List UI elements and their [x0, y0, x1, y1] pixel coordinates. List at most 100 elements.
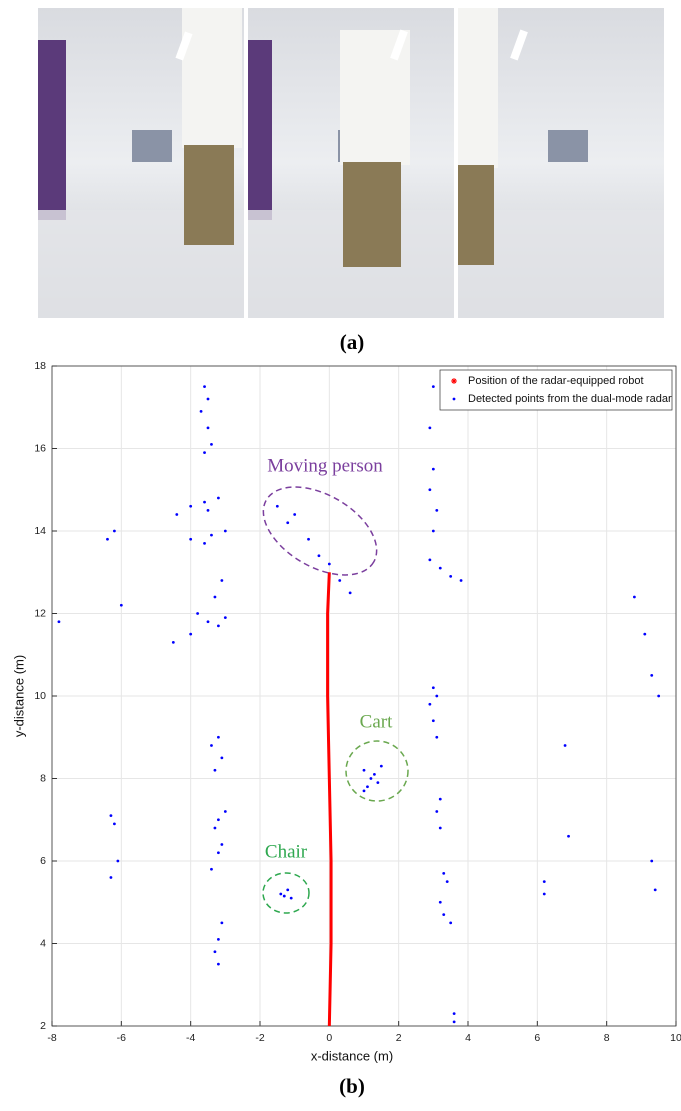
- legend-marker: [452, 397, 456, 401]
- data-point: [373, 772, 376, 776]
- x-tick-label: 4: [465, 1032, 471, 1044]
- data-point: [428, 426, 432, 430]
- data-point: [275, 504, 279, 508]
- y-tick-label: 10: [34, 690, 46, 702]
- data-point: [217, 818, 220, 822]
- data-point: [369, 777, 373, 780]
- data-point: [650, 673, 654, 677]
- data-point: [109, 876, 113, 879]
- data-point: [366, 785, 369, 789]
- y-tick-label: 2: [40, 1020, 46, 1032]
- legend-box: [439, 369, 673, 411]
- data-point: [438, 566, 442, 570]
- data-point: [217, 962, 220, 966]
- annotation: Moving person: [267, 455, 383, 476]
- x-axis-label: x-distance (m): [311, 1048, 393, 1063]
- data-point: [633, 595, 636, 599]
- data-point: [348, 591, 352, 595]
- data-point: [189, 537, 193, 541]
- data-point: [223, 810, 227, 813]
- data-point: [428, 702, 432, 706]
- data-point: [116, 859, 120, 863]
- data-point: [431, 529, 435, 533]
- data-point: [196, 612, 200, 615]
- trajectory: [326, 572, 333, 1027]
- data-point: [217, 851, 220, 855]
- data-point: [567, 834, 570, 838]
- data-point: [210, 533, 213, 537]
- annotation-ellipse: [262, 872, 310, 914]
- data-point: [563, 744, 567, 747]
- data-point: [113, 822, 116, 826]
- data-point: [119, 603, 123, 607]
- x-tick-label: -8: [47, 1032, 56, 1044]
- data-point: [220, 921, 224, 925]
- data-point: [199, 409, 203, 413]
- x-tick-label: -6: [117, 1032, 126, 1044]
- caption: (a): [340, 330, 365, 354]
- y-tick-label: 8: [40, 772, 46, 784]
- data-point: [171, 640, 175, 644]
- data-point: [206, 426, 210, 430]
- data-point: [106, 537, 109, 541]
- data-point: [203, 500, 206, 504]
- photo-panels: [38, 8, 664, 318]
- data-point: [307, 537, 310, 541]
- legend-label: Position of the radar-equipped robot: [468, 375, 644, 387]
- data-point: [435, 810, 439, 813]
- data-point: [435, 694, 439, 698]
- data-point: [431, 719, 435, 723]
- data-point: [657, 694, 661, 698]
- data-point: [643, 632, 647, 636]
- data-point: [438, 826, 442, 830]
- y-tick-label: 14: [34, 525, 46, 537]
- data-point: [220, 579, 224, 582]
- data-point: [435, 735, 439, 739]
- data-point: [362, 768, 366, 772]
- annotation: Chair: [265, 841, 308, 862]
- data-point: [282, 894, 286, 898]
- annotation: Cart: [360, 711, 393, 732]
- data-point: [289, 896, 293, 900]
- data-point: [223, 529, 227, 533]
- photo: [458, 8, 664, 318]
- data-point: [189, 632, 193, 636]
- legend-marker: [451, 378, 457, 384]
- data-point: [459, 579, 463, 582]
- data-point: [438, 900, 442, 904]
- data-point: [210, 442, 213, 446]
- data-point: [213, 826, 217, 830]
- data-point: [379, 764, 383, 768]
- data-point: [317, 554, 321, 558]
- data-point: [431, 686, 435, 690]
- annotation-ellipse: [262, 486, 378, 576]
- data-point: [206, 620, 210, 624]
- x-tick-label: 6: [534, 1032, 540, 1044]
- data-point: [210, 867, 213, 871]
- data-point: [442, 913, 446, 917]
- data-point: [376, 781, 380, 785]
- data-point: [286, 521, 290, 525]
- data-point: [175, 513, 179, 516]
- data-point: [113, 529, 116, 533]
- y-tick-label: 4: [40, 937, 46, 949]
- data-point: [286, 888, 290, 892]
- x-tick-label: 8: [604, 1032, 610, 1044]
- data-point: [445, 880, 449, 884]
- data-point: [653, 888, 657, 892]
- legend-label: Detected points from the dual-mode radar: [468, 393, 672, 405]
- photo: [38, 8, 244, 318]
- data-point: [203, 541, 206, 545]
- x-tick-label: 0: [326, 1032, 332, 1044]
- axes-box: [51, 365, 677, 1027]
- y-axis-label: y-distance (m): [11, 655, 26, 737]
- photo: [248, 8, 454, 318]
- data-point: [650, 859, 654, 863]
- data-point: [206, 397, 210, 401]
- data-point: [362, 789, 366, 793]
- data-point: [428, 558, 432, 562]
- y-tick-label: 16: [34, 442, 46, 454]
- data-point: [431, 385, 435, 389]
- x-tick-label: 2: [396, 1032, 402, 1044]
